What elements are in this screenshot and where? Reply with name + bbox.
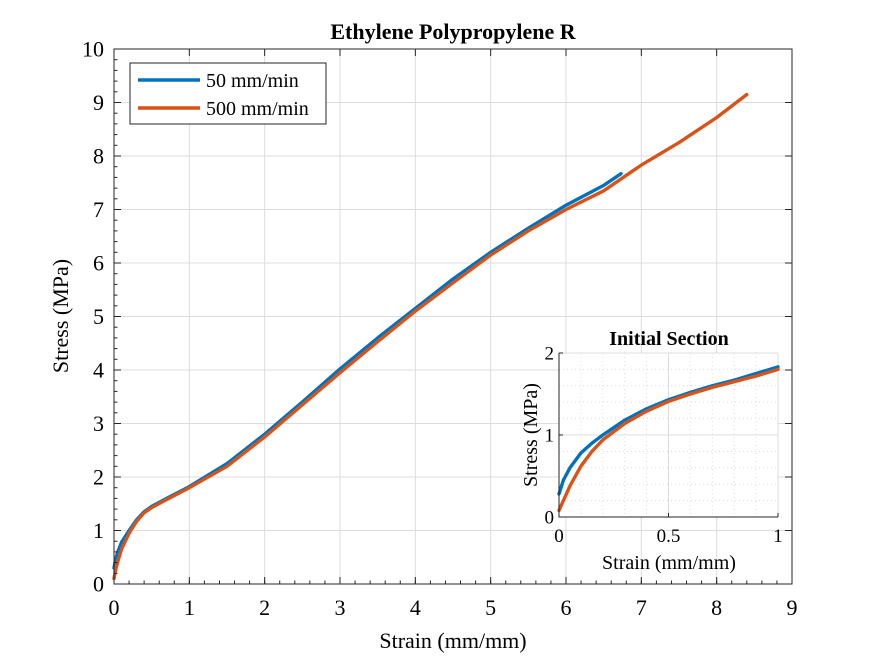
inset-x-axis-label: Strain (mm/mm) (602, 552, 736, 574)
main-y-tick-label: 10 (82, 37, 104, 62)
legend-label-500: 500 mm/min (206, 98, 309, 120)
main-x-tick-label: 1 (184, 595, 195, 620)
main-chart-title: Ethylene Polypropylene R (330, 19, 576, 44)
inset-x-tick-label: 1 (773, 526, 783, 547)
inset-ticks: 0 0.5 1 0 1 2 (545, 344, 783, 547)
main-y-tick-label: 8 (93, 144, 104, 169)
main-y-tick-label: 6 (93, 251, 104, 276)
main-x-tick-label: 2 (259, 595, 270, 620)
main-x-tick-label: 3 (335, 595, 346, 620)
main-series-line-1 (112, 92, 749, 581)
inset-x-tick-label: 0 (554, 526, 564, 547)
inset-y-tick-label: 2 (545, 344, 555, 365)
legend-label-50: 50 mm/min (206, 70, 299, 92)
main-y-tick-label: 7 (93, 197, 104, 222)
inset-series-line-1 (557, 367, 780, 513)
inset-y-tick-label: 0 (545, 508, 555, 529)
main-x-tick-label: 6 (561, 595, 572, 620)
inset-chart-title: Initial Section (609, 328, 728, 350)
inset-x-tick-label: 0.5 (657, 526, 681, 547)
main-y-tick-label: 5 (93, 304, 104, 329)
inset-y-tick-label: 1 (545, 426, 555, 447)
main-series-line-0 (112, 171, 623, 570)
main-y-tick-label: 0 (93, 572, 104, 597)
main-x-tick-label: 9 (787, 595, 798, 620)
legend-box (129, 62, 327, 125)
main-x-tick-label: 4 (410, 595, 421, 620)
inset-y-axis-label: Stress (MPa) (520, 383, 542, 487)
main-y-tick-label: 9 (93, 90, 104, 115)
main-x-tick-label: 0 (109, 595, 120, 620)
main-y-tick-label: 3 (93, 411, 104, 436)
main-y-tick-label: 2 (93, 465, 104, 490)
main-y-tick-label: 1 (93, 518, 104, 543)
main-y-tick-label: 4 (93, 358, 104, 383)
main-y-axis-label: Stress (MPa) (48, 259, 73, 373)
main-x-tick-label: 5 (485, 595, 496, 620)
main-x-axis-label: Strain (mm/mm) (379, 628, 526, 653)
main-series-group (112, 92, 749, 581)
inset-series-group (557, 365, 780, 513)
main-x-tick-label: 8 (711, 595, 722, 620)
main-x-tick-label: 7 (636, 595, 647, 620)
legend: 50 mm/min 500 mm/min (129, 62, 327, 125)
